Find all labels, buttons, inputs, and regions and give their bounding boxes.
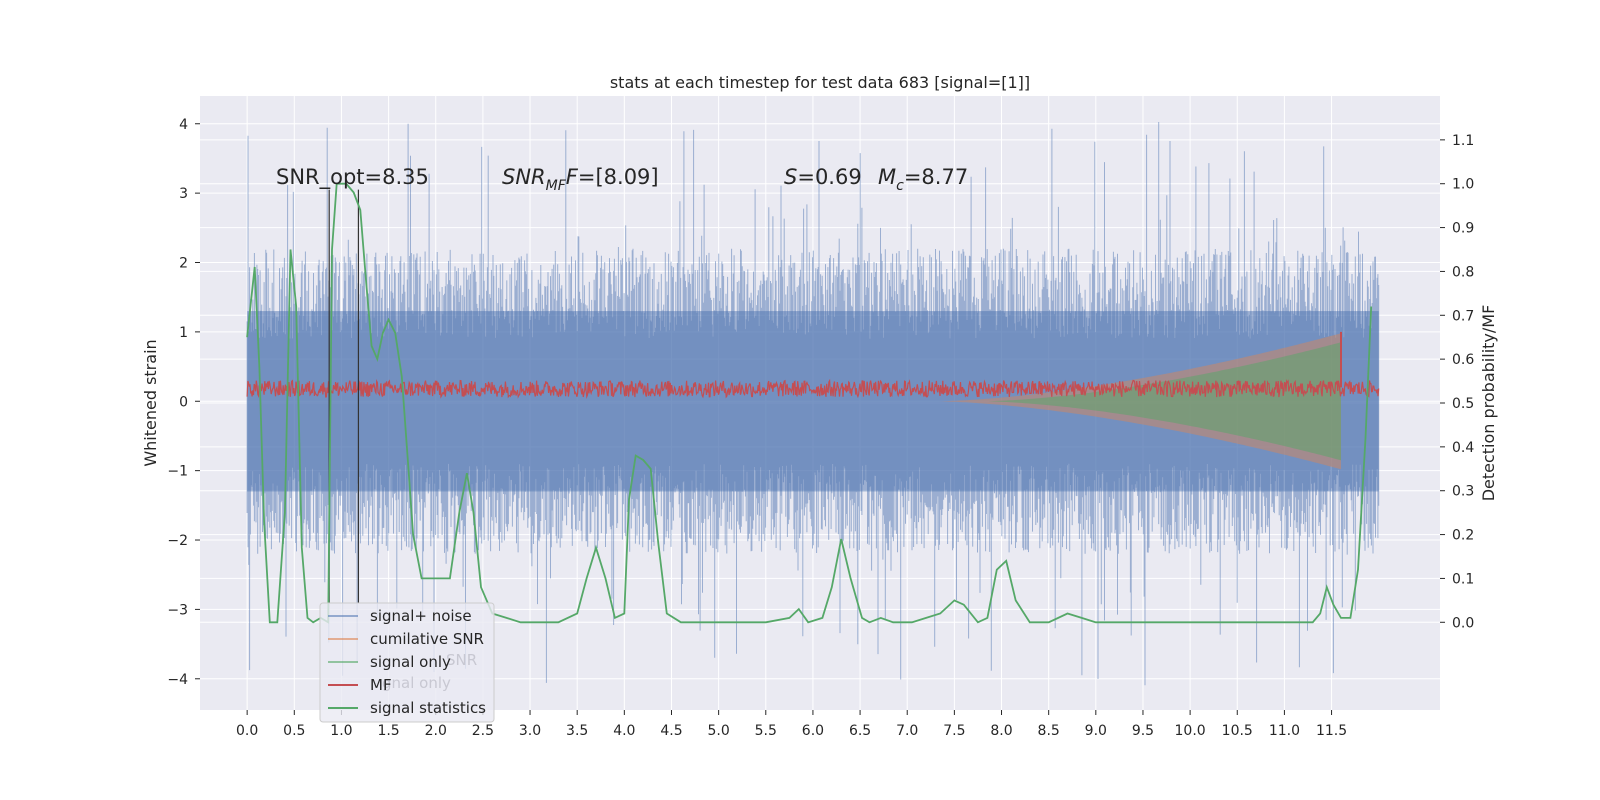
x-tick-label-7: 3.5	[566, 723, 588, 739]
y-axis-label: Whitened strain	[141, 339, 160, 466]
x-tick-label-6: 3.0	[519, 723, 541, 739]
x-tick-label-14: 7.0	[896, 723, 918, 739]
x-tick-label-9: 4.5	[660, 723, 682, 739]
annotation-s: S=0.69	[784, 165, 862, 189]
annotation-mc-value: =8.77	[904, 165, 968, 189]
y-tick-label-3: 1	[179, 325, 188, 341]
y2-tick-label-4: 0.7	[1452, 308, 1474, 324]
signal-only-series	[982, 342, 1341, 461]
x-tick-label-22: 11.0	[1269, 723, 1300, 739]
annotation-snr-mf-sub: MF	[546, 178, 567, 194]
x-tick-label-8: 4.0	[613, 723, 635, 739]
chart-title: stats at each timestep for test data 683…	[610, 73, 1030, 92]
legend: SNR gnal only signal+ noise cumilative S…	[319, 602, 495, 723]
y-tick-label-0: 4	[179, 117, 188, 133]
x-tick-label-21: 10.5	[1222, 723, 1253, 739]
x-tick-label-19: 9.5	[1132, 723, 1154, 739]
legend-label-mf: MF	[370, 676, 392, 694]
y2-tick-label-3: 0.8	[1452, 264, 1474, 280]
annotation-mc: Mc=8.77	[878, 165, 968, 194]
y-tick-label-6: −2	[167, 533, 188, 549]
y2-tick-label-6: 0.5	[1452, 396, 1474, 412]
annotation-snr-mf-value: =[8.09]	[578, 165, 659, 189]
annotation-s-value: =0.69	[797, 165, 861, 189]
x-tick-label-16: 8.0	[990, 723, 1012, 739]
y2-tick-label-7: 0.4	[1452, 440, 1474, 456]
mf-series	[246, 331, 1380, 399]
legend-label-signal-statistics: signal statistics	[370, 699, 486, 717]
x-tick-label-18: 9.0	[1085, 723, 1107, 739]
x-tick-label-0: 0.0	[236, 723, 258, 739]
legend-ghost-snr: SNR	[446, 651, 477, 669]
x-tick-label-2: 1.0	[330, 723, 352, 739]
signal-statistics-series	[246, 182, 1373, 624]
y2-tick-label-9: 0.2	[1452, 528, 1474, 544]
y-axis-ticks: 4 3 2 1 0 −1 −2 −3 −4	[167, 117, 200, 688]
y2-tick-label-2: 0.9	[1452, 221, 1474, 237]
x-tick-label-11: 5.5	[755, 723, 777, 739]
y-tick-label-1: 3	[179, 186, 188, 202]
annotation-s-symbol: S	[784, 165, 797, 189]
x-tick-label-1: 0.5	[283, 723, 305, 739]
y2-axis-label: Detection probability/MF	[1479, 305, 1498, 502]
legend-label-cumulative-snr: cumilative SNR	[370, 630, 484, 648]
y2-tick-label-10: 0.1	[1452, 571, 1474, 587]
legend-frame	[319, 602, 495, 723]
legend-label-signal-only: signal only	[370, 653, 451, 671]
x-tick-label-17: 8.5	[1038, 723, 1060, 739]
y-tick-label-2: 2	[179, 256, 188, 272]
x-tick-label-12: 6.0	[802, 723, 824, 739]
y-tick-label-8: −4	[167, 672, 188, 688]
annotation-snr-opt: SNR_opt=8.35	[276, 165, 429, 190]
signal-statistics-line	[246, 182, 1373, 624]
legend-ghost-signal-only: gnal only	[382, 674, 451, 692]
x-tick-label-4: 2.0	[425, 723, 447, 739]
x-tick-label-10: 5.0	[707, 723, 729, 739]
y2-axis-ticks: 1.1 1.0 0.9 0.8 0.7 0.6 0.5 0.4 0.3 0.2 0.1 0.0	[1440, 133, 1474, 631]
annotation-mc-symbol: M	[878, 165, 896, 189]
x-tick-label-3: 1.5	[377, 723, 399, 739]
y-tick-label-4: 0	[179, 394, 188, 410]
x-axis-ticks: 0.0 0.5 1.0 1.5 2.0 2.5 3.0 3.5 4.0 4.5 5.0 5.5 6.0 6…	[236, 710, 1347, 739]
x-tick-label-20: 10.0	[1175, 723, 1206, 739]
annotation-snr-mf-main: SNR	[502, 165, 546, 189]
y-tick-label-7: −3	[167, 602, 188, 618]
legend-label-signal-noise: signal+ noise	[370, 607, 472, 625]
mf-line	[246, 378, 1380, 399]
y2-tick-label-11: 0.0	[1452, 615, 1474, 631]
x-tick-label-23: 11.5	[1316, 723, 1347, 739]
annotation-mc-sub: c	[896, 178, 904, 194]
y-tick-label-5: −1	[167, 464, 188, 480]
y2-tick-label-1: 1.0	[1452, 177, 1474, 193]
x-tick-label-5: 2.5	[472, 723, 494, 739]
x-tick-label-13: 6.5	[849, 723, 871, 739]
signal-only-band	[982, 342, 1341, 461]
y2-tick-label-5: 0.6	[1452, 352, 1474, 368]
y2-tick-label-0: 1.1	[1452, 133, 1474, 149]
y2-tick-label-8: 0.3	[1452, 484, 1474, 500]
annotation-snr-mf-f: F	[566, 165, 579, 189]
annotation-snr-mf: SNRMFF=[8.09]	[502, 165, 659, 194]
x-tick-label-15: 7.5	[943, 723, 965, 739]
